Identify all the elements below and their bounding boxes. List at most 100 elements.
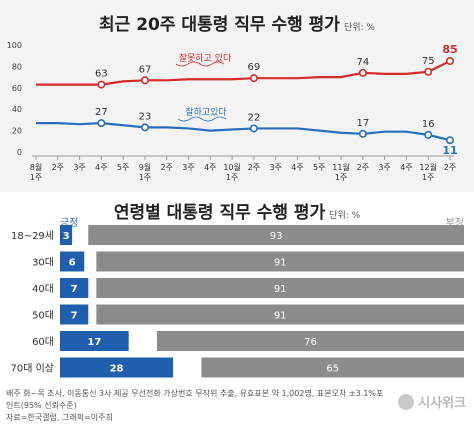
bar-label-negative: 91: [274, 311, 287, 322]
x-tick-label: 5주: [117, 163, 129, 172]
bar-label-positive: 7: [71, 284, 78, 295]
category-label: 40대: [32, 283, 54, 295]
x-tick-label: 4주: [204, 163, 216, 172]
x-tick-label: 2주: [248, 163, 260, 172]
data-point: [445, 57, 454, 66]
y-tick-label: 0: [17, 148, 22, 157]
bar-label-positive: 3: [63, 231, 70, 242]
data-label: 85: [442, 43, 457, 56]
bar-label-positive: 6: [69, 258, 76, 269]
data-point: [358, 129, 367, 138]
data-label: 17: [356, 118, 369, 129]
logo-mark-icon: [398, 393, 415, 410]
category-label: 70대 이상: [10, 363, 54, 375]
data-label: 63: [95, 69, 108, 80]
trend-unit: 단위: %: [343, 23, 375, 33]
data-point: [140, 123, 149, 132]
x-tick-label: 2주: [52, 163, 64, 172]
bar-negative: [88, 225, 464, 245]
legend-negative: 부정: [445, 218, 464, 229]
bar-label-negative: 93: [270, 231, 283, 242]
data-label: 74: [356, 57, 369, 68]
series-label-positive: 잘하고있다: [185, 106, 227, 118]
x-tick-label: 11월: [332, 162, 350, 172]
data-point: [140, 76, 149, 85]
x-tick-label: 8월: [30, 162, 42, 172]
series-label-negative: 잘못하고 있다: [179, 52, 232, 64]
data-label: 69: [248, 62, 261, 73]
x-tick-label: 2주: [161, 163, 173, 172]
bar-positive: [60, 357, 174, 378]
legend-positive: 긍정: [60, 218, 79, 229]
data-point: [249, 74, 258, 83]
footer: 배주 화~목 조사, 이동통신 3사 제공 무선전화 가상번호 무작위 추출, …: [6, 388, 386, 424]
category-label: 30대: [32, 257, 54, 269]
publisher-logo: 시사위크: [398, 392, 466, 411]
x-tick-label: 12월: [419, 162, 437, 172]
data-label: 22: [248, 112, 261, 123]
bar-positive: [60, 304, 89, 325]
data-point: [424, 67, 433, 76]
age-title: 연령별 대통령 직무 수행 평가 단위: %: [0, 198, 474, 223]
y-tick-label: 40: [12, 105, 22, 114]
data-point: [445, 136, 454, 145]
x-tick-label: 2주: [444, 163, 456, 172]
bar-label-positive: 28: [110, 364, 124, 375]
series-label-underline: [175, 61, 225, 67]
data-label: 23: [139, 111, 152, 122]
x-tick-label: 3주: [378, 163, 390, 172]
bar-label-negative: 91: [274, 284, 287, 295]
x-tick-label: 2주: [357, 163, 369, 172]
y-tick-label: 60: [12, 84, 22, 93]
x-tick-label: 9월: [139, 162, 151, 172]
bar-positive: [60, 331, 129, 351]
y-tick-label: 80: [12, 62, 22, 71]
trend-title-text: 최근 20주 대통령 직무 수행 평가: [99, 15, 340, 35]
data-point: [424, 130, 433, 139]
series-label-underline: [177, 116, 227, 122]
x-tick-label: 3주: [73, 163, 85, 172]
bar-positive: [60, 251, 85, 272]
age-title-text: 연령별 대통령 직무 수행 평가: [113, 203, 326, 223]
y-tick-label: 20: [12, 127, 22, 136]
bar-positive: [60, 225, 73, 245]
bar-negative: [201, 357, 464, 378]
bar-label-positive: 7: [71, 311, 78, 322]
bar-positive: [60, 278, 89, 298]
trend-title: 최근 20주 대통령 직무 수행 평가 단위: %: [0, 10, 474, 35]
data-label: 16: [422, 119, 435, 130]
logo-text: 시사위크: [418, 396, 466, 411]
x-tick-label: 5주: [313, 163, 325, 172]
age-unit: 단위: %: [329, 211, 361, 221]
x-tick-sublabel: 1주: [226, 173, 238, 182]
x-tick-sublabel: 1주: [422, 173, 434, 182]
bar-label-negative: 76: [304, 337, 317, 348]
x-tick-label: 4주: [400, 163, 412, 172]
bar-label-negative: 91: [274, 258, 287, 269]
category-label: 60대: [32, 336, 54, 348]
x-tick-sublabel: 1주: [30, 173, 42, 182]
y-tick-label: 100: [7, 41, 22, 50]
x-tick-label: 4주: [95, 163, 107, 172]
age-bar-chart: 18~29세 3 93 30대 6 91 40대 7 91 50대 7 91 60대 17 76 70대 이상…: [10, 225, 465, 378]
x-tick-label: 4주: [291, 163, 303, 172]
data-label: 11: [442, 144, 457, 157]
bar-negative: [96, 278, 465, 298]
x-tick-label: 10월: [223, 162, 241, 172]
data-label: 75: [422, 56, 435, 67]
category-label: 50대: [32, 310, 54, 322]
data-point: [97, 119, 106, 128]
bar-negative: [96, 251, 465, 272]
x-tick-label: 3주: [182, 163, 194, 172]
data-label: 27: [95, 107, 108, 118]
x-tick-label: 3주: [269, 163, 281, 172]
footer-source: 자료=한국갤럽, 그래픽=이주희: [6, 413, 113, 422]
x-tick-sublabel: 1주: [139, 173, 151, 182]
data-point: [97, 80, 106, 89]
bar-label-negative: 65: [326, 364, 339, 375]
category-label: 18~29세: [11, 230, 54, 242]
data-point: [249, 124, 258, 133]
data-point: [358, 68, 367, 77]
bar-negative: [156, 331, 464, 351]
